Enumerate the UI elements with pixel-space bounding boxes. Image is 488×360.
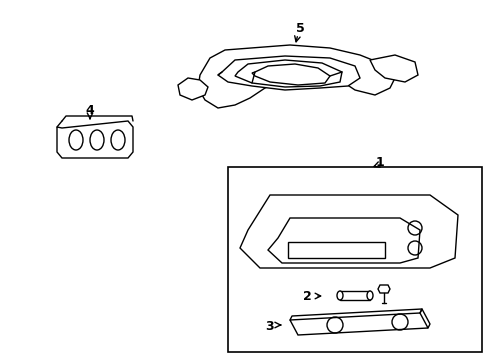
- Polygon shape: [287, 242, 384, 258]
- Ellipse shape: [366, 291, 372, 300]
- Ellipse shape: [69, 130, 83, 150]
- Polygon shape: [369, 55, 417, 82]
- Text: 2: 2: [302, 289, 311, 302]
- Polygon shape: [240, 195, 457, 268]
- Ellipse shape: [111, 130, 125, 150]
- Polygon shape: [178, 78, 207, 100]
- Polygon shape: [218, 56, 359, 90]
- Polygon shape: [339, 291, 369, 300]
- Polygon shape: [57, 121, 133, 158]
- Text: 3: 3: [265, 320, 274, 333]
- Polygon shape: [251, 64, 329, 85]
- Polygon shape: [198, 45, 394, 108]
- Polygon shape: [227, 167, 481, 352]
- Polygon shape: [289, 313, 427, 335]
- Text: 5: 5: [295, 22, 304, 35]
- Polygon shape: [235, 60, 341, 87]
- Polygon shape: [267, 218, 419, 263]
- Ellipse shape: [90, 130, 104, 150]
- Text: 4: 4: [85, 104, 94, 117]
- Text: 1: 1: [375, 156, 384, 168]
- Polygon shape: [377, 285, 389, 293]
- Ellipse shape: [336, 291, 342, 300]
